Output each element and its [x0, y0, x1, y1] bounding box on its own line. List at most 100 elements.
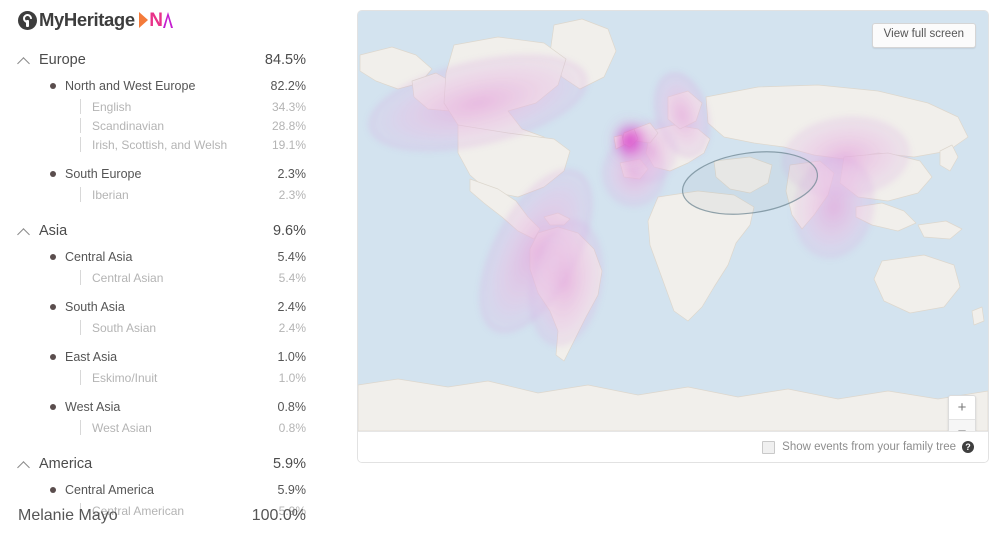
tree-group-spacer [0, 204, 340, 217]
tree-tick-icon [80, 99, 81, 114]
view-full-screen-button[interactable]: View full screen [871, 23, 976, 48]
dna-wordmark: N [138, 9, 174, 31]
show-family-tree-events-checkbox[interactable] [762, 440, 776, 454]
bullet-dot-icon [50, 303, 56, 310]
ethnicity-percent: 28.8% [271, 118, 306, 133]
ethnicity-row[interactable]: Iberian 2.3% [0, 185, 340, 204]
region-row[interactable]: North and West Europe 82.2% [0, 74, 340, 97]
region-percent: 5.9% [277, 482, 307, 497]
ethnicity-map-panel: View full screen + − Show events from yo… [357, 10, 989, 463]
ethnicity-row[interactable]: Irish, Scottish, and Welsh 19.1% [0, 135, 340, 154]
region-row[interactable]: East Asia 1.0% [0, 345, 340, 368]
ethnicity-row[interactable]: Scandinavian 28.8% [0, 116, 340, 135]
ethnicity-row[interactable]: South Asian 2.4% [0, 318, 340, 337]
chevron-up-icon[interactable] [18, 54, 31, 67]
dna-letter-a-icon [163, 12, 174, 28]
ethnicity-percent: 5.4% [278, 270, 306, 285]
ethnicity-label: South Asian [92, 320, 157, 335]
region-label: South Asia [65, 299, 125, 314]
ethnicity-label: English [92, 99, 132, 114]
myheritage-circle-logo-icon [18, 10, 37, 30]
world-map[interactable] [358, 11, 988, 431]
ethnicity-label: Scandinavian [92, 118, 165, 133]
ethnicity-row[interactable]: Eskimo/Inuit 1.0% [0, 368, 340, 387]
ethnicity-label: West Asian [92, 420, 152, 435]
total-percent: 100.0% [251, 507, 306, 524]
region-percent: 2.3% [277, 166, 307, 181]
bullet-dot-icon [50, 253, 56, 260]
ethnicity-label: Irish, Scottish, and Welsh [92, 137, 228, 152]
chevron-up-icon[interactable] [18, 458, 31, 471]
dna-letter-d-icon [138, 12, 148, 28]
tree-region-spacer [0, 154, 340, 162]
tree-region-spacer [0, 387, 340, 395]
region-row[interactable]: South Asia 2.4% [0, 295, 340, 318]
show-family-tree-events-label: Show events from your family tree [782, 441, 956, 453]
region-row[interactable]: South Europe 2.3% [0, 162, 340, 185]
tree-group-spacer [0, 437, 340, 450]
help-icon[interactable]: ? [962, 441, 974, 453]
ethnicity-percent: 0.8% [278, 420, 306, 435]
tree-tick-icon [80, 370, 81, 385]
bullet-dot-icon [50, 403, 56, 410]
region-label: South Europe [65, 166, 142, 181]
tree-tick-icon [80, 503, 81, 518]
ethnicity-row[interactable]: English 34.3% [0, 97, 340, 116]
continent-percent: 9.6% [272, 223, 306, 239]
region-row[interactable]: Central Asia 5.4% [0, 245, 340, 268]
continent-label: Europe [39, 52, 86, 68]
ethnicity-label: Iberian [92, 187, 129, 202]
region-label: East Asia [65, 349, 118, 364]
tree-tick-icon [80, 270, 81, 285]
tree-tick-icon [80, 137, 81, 152]
region-percent: 82.2% [270, 78, 306, 93]
region-label: Central Asia [65, 249, 133, 264]
region-percent: 1.0% [277, 349, 307, 364]
continent-percent: 5.9% [272, 456, 306, 472]
ethnicity-row[interactable]: West Asian 0.8% [0, 418, 340, 437]
region-percent: 5.4% [277, 249, 307, 264]
bullet-dot-icon [50, 486, 56, 493]
ethnicity-label: Central American [92, 503, 185, 518]
bullet-dot-icon [50, 170, 56, 177]
region-label: Central America [65, 482, 154, 497]
tree-tick-icon [80, 420, 81, 435]
region-row[interactable]: Central America 5.9% [0, 478, 340, 501]
continent-row-asia[interactable]: Asia 9.6% [0, 217, 340, 245]
world-map-svg [358, 11, 988, 431]
continent-row-america[interactable]: America 5.9% [0, 450, 340, 478]
continent-percent: 84.5% [264, 52, 306, 68]
continent-row-europe[interactable]: Europe 84.5% [0, 46, 340, 74]
tree-region-spacer [0, 287, 340, 295]
map-footer: Show events from your family tree ? [358, 431, 988, 462]
ethnicity-row[interactable]: Central Asian 5.4% [0, 268, 340, 287]
region-percent: 2.4% [277, 299, 307, 314]
profile-name: Melanie Mayo [18, 507, 118, 524]
ethnicity-percent: 5.9% [278, 503, 306, 518]
region-row[interactable]: West Asia 0.8% [0, 395, 340, 418]
myheritage-dna-logo: MyHeritage N [18, 8, 174, 31]
ethnicity-breakdown-tree: Europe 84.5% North and West Europe 82.2% Eng… [0, 46, 340, 520]
ethnicity-percent: 34.3% [271, 99, 306, 114]
region-label: West Asia [65, 399, 121, 414]
zoom-in-button[interactable]: + [949, 396, 975, 419]
ethnicity-row[interactable]: Central American 5.9% [0, 501, 340, 520]
brand-wordmark: MyHeritage [39, 8, 135, 30]
tree-tick-icon [80, 118, 81, 133]
ethnicity-label: Central Asian [92, 270, 164, 285]
total-row: Melanie Mayo 100.0% [0, 503, 340, 529]
tree-region-spacer [0, 337, 340, 345]
ethnicity-sidebar: MyHeritage N Europe 84.5% North and West E… [0, 0, 340, 542]
dna-letter-n: N [149, 9, 163, 31]
ethnicity-percent: 2.4% [278, 320, 306, 335]
region-label: North and West Europe [65, 78, 196, 93]
bullet-dot-icon [50, 82, 56, 89]
tree-tick-icon [80, 320, 81, 335]
ethnicity-percent: 2.3% [278, 187, 306, 202]
bullet-dot-icon [50, 353, 56, 360]
tree-tick-icon [80, 187, 81, 202]
region-percent: 0.8% [277, 399, 307, 414]
ethnicity-percent: 19.1% [271, 137, 306, 152]
chevron-up-icon[interactable] [18, 225, 31, 238]
ethnicity-percent: 1.0% [278, 370, 306, 385]
